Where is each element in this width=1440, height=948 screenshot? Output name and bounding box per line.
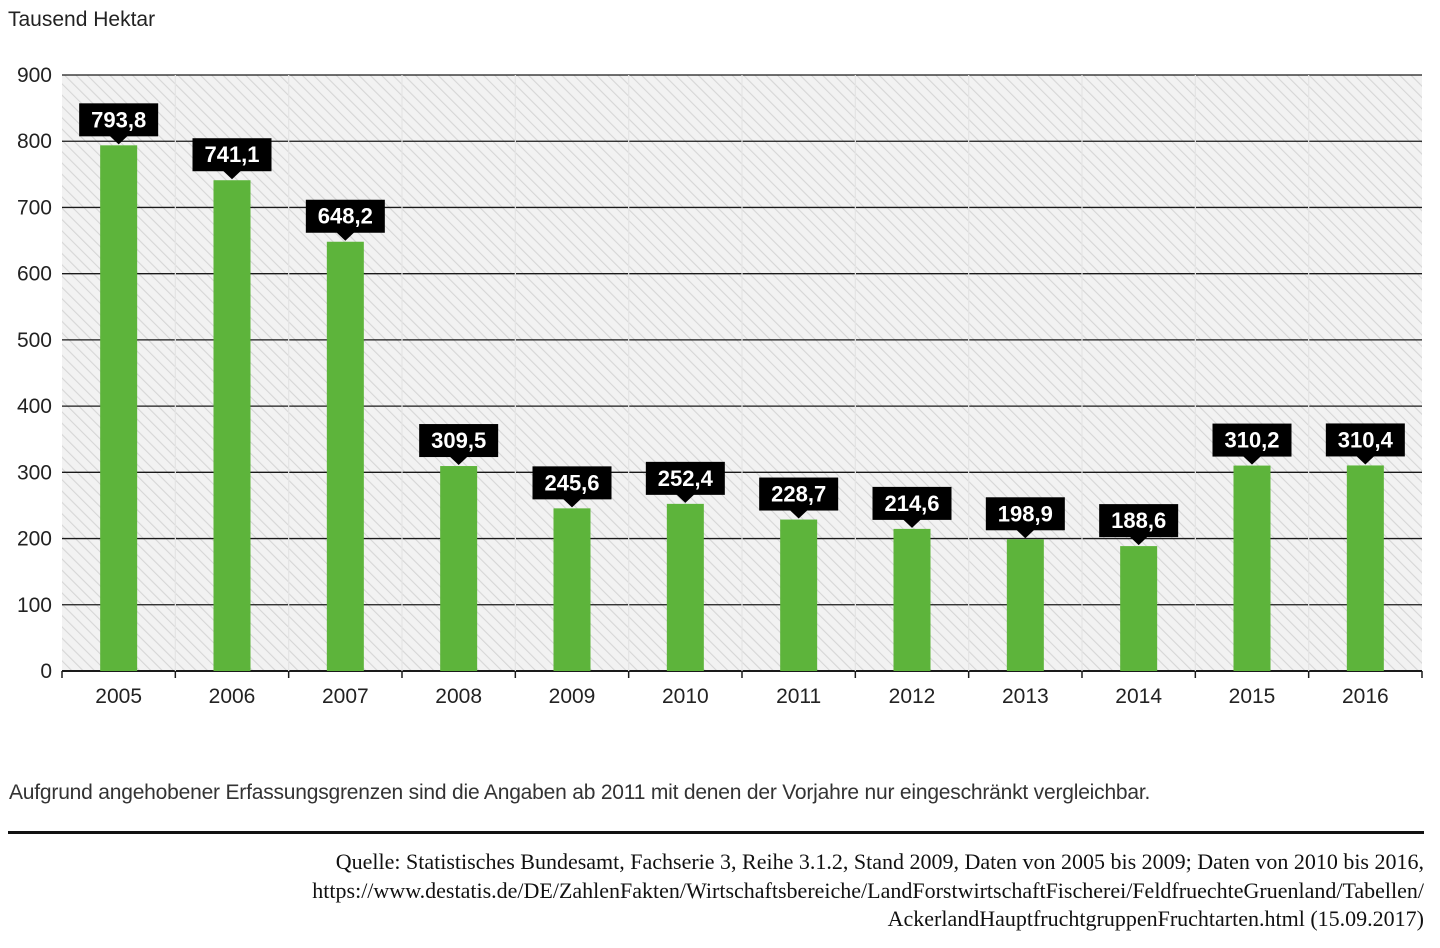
svg-text:741,1: 741,1 [204, 142, 259, 167]
source-line-2: https://www.destatis.de/DE/ZahlenFakten/… [312, 877, 1424, 903]
svg-text:188,6: 188,6 [1111, 508, 1166, 533]
x-axis: 2005 2006 2007 2008 2009 2010 2011 2012 2013 2014… [61, 671, 1423, 708]
svg-text:245,6: 245,6 [544, 470, 599, 495]
bar-2010 [666, 503, 704, 671]
value-label-2016: 310,4 [1325, 423, 1405, 465]
x-tick-label: 2008 [435, 685, 482, 708]
y-tick-label: 500 [17, 329, 52, 352]
source-line-3: AckerlandHauptfruchtgruppenFruchtarten.h… [887, 906, 1424, 931]
y-axis-ticks: 0 100 200 300 400 500 600 700 800 900 [17, 64, 52, 683]
value-label-2011: 228,7 [759, 477, 839, 519]
y-tick-label: 200 [17, 528, 52, 551]
source-citation: Quelle: Statistisches Bundesamt, Fachser… [24, 848, 1424, 934]
x-tick-label: 2006 [209, 685, 256, 708]
svg-text:793,8: 793,8 [91, 107, 146, 132]
bar-2013 [1006, 539, 1044, 671]
x-tick-label: 2013 [1002, 685, 1049, 708]
x-tick-label: 2007 [322, 685, 369, 708]
bar-2006 [213, 180, 251, 671]
bar-2011 [780, 519, 818, 671]
svg-text:648,2: 648,2 [318, 204, 373, 229]
value-label-2014: 188,6 [1099, 504, 1179, 546]
svg-text:252,4: 252,4 [658, 466, 714, 491]
y-tick-label: 800 [17, 130, 52, 153]
x-tick-label: 2005 [95, 685, 142, 708]
bar-chart: 0 100 200 300 400 500 600 700 800 900 793,8 741,1 6… [17, 64, 1423, 708]
y-tick-label: 700 [17, 196, 52, 219]
y-axis-unit-label: Tausend Hektar [8, 8, 156, 31]
bar-2008 [440, 466, 478, 671]
x-tick-label: 2009 [549, 685, 596, 708]
x-tick-label: 2012 [889, 685, 936, 708]
x-tick-label: 2010 [662, 685, 709, 708]
svg-text:309,5: 309,5 [431, 428, 486, 453]
x-tick-label: 2016 [1342, 685, 1389, 708]
source-line-1: Quelle: Statistisches Bundesamt, Fachser… [335, 849, 1424, 874]
bar-2016 [1346, 465, 1384, 671]
x-tick-label: 2014 [1115, 685, 1162, 708]
y-tick-label: 300 [17, 461, 52, 484]
y-tick-label: 600 [17, 263, 52, 286]
value-label-2012: 214,6 [872, 486, 952, 528]
y-tick-label: 0 [40, 660, 52, 683]
bar-2012 [893, 528, 931, 671]
x-tick-label: 2011 [776, 685, 821, 708]
y-tick-label: 900 [17, 64, 52, 87]
value-label-2013: 198,9 [985, 497, 1065, 539]
bars [100, 145, 1384, 671]
svg-text:310,2: 310,2 [1224, 428, 1279, 453]
bar-2014 [1120, 546, 1158, 671]
value-label-2006: 741,1 [192, 138, 272, 180]
bar-2005 [100, 145, 138, 671]
footnote: Aufgrund angehobener Erfassungsgrenzen s… [9, 781, 1151, 804]
value-labels: 793,8 741,1 648,2 309,5 245,6 252,4 228,7 214,6… [79, 103, 1405, 546]
divider [8, 831, 1424, 834]
svg-text:198,9: 198,9 [998, 501, 1053, 526]
value-label-2008: 309,5 [419, 424, 499, 466]
svg-text:310,4: 310,4 [1338, 427, 1394, 452]
value-label-2010: 252,4 [645, 461, 725, 503]
y-tick-label: 400 [17, 395, 52, 418]
bar-2007 [326, 241, 364, 671]
svg-text:228,7: 228,7 [771, 482, 826, 507]
bar-2015 [1233, 465, 1271, 671]
value-label-2015: 310,2 [1212, 423, 1292, 465]
bar-2009 [553, 508, 591, 671]
svg-text:214,6: 214,6 [884, 491, 939, 516]
y-tick-label: 100 [17, 594, 52, 617]
value-label-2007: 648,2 [305, 199, 385, 241]
value-label-2005: 793,8 [79, 103, 159, 145]
value-label-2009: 245,6 [532, 466, 612, 508]
x-tick-label: 2015 [1229, 685, 1276, 708]
